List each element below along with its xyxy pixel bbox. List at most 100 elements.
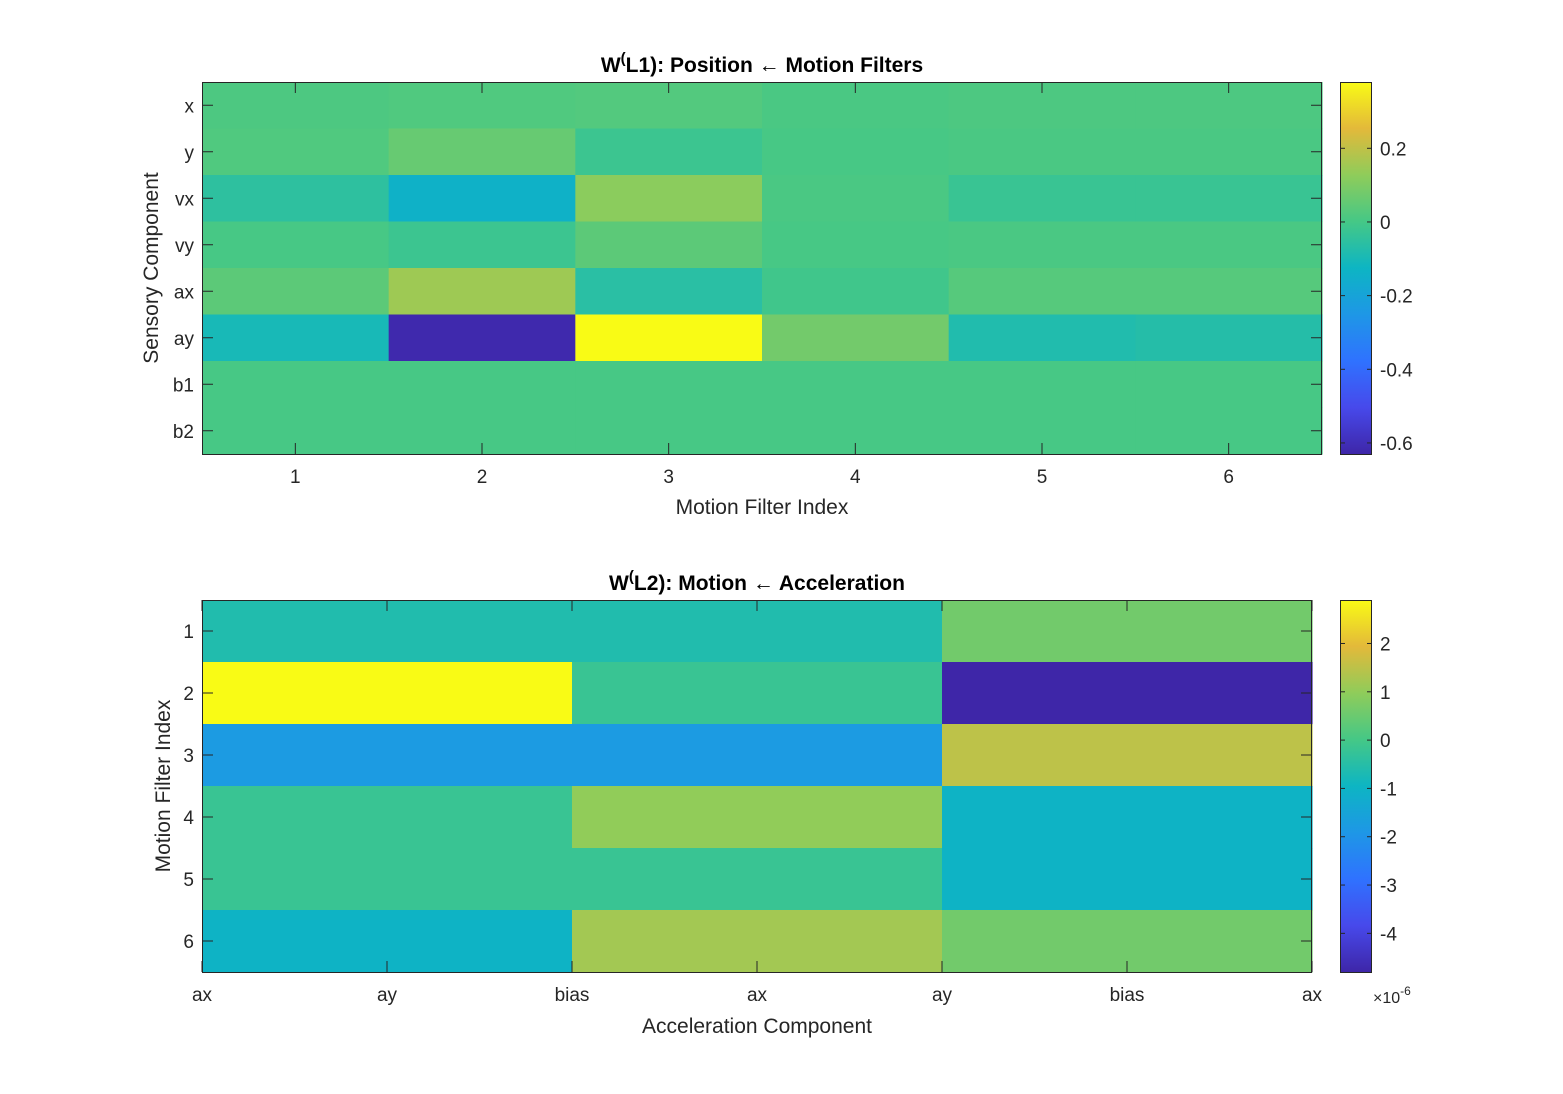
colorbar-2-tick-label: -2: [1380, 828, 1397, 849]
heatmap-1-cell-r3-c2: [388, 175, 576, 223]
heatmap-2: W(L2): Motion ← Acceleration ax ay bias ax a…: [152, 568, 1411, 1038]
heatmap-1-x-ticks: 1 2 3 4 5 6: [290, 82, 1234, 488]
heatmap-1-cell-r5-c2: [388, 268, 576, 316]
heatmap-2-cells: [202, 600, 1313, 973]
heatmap-1-cell-r6-c5: [948, 314, 1136, 362]
colorbar-1-tick-label: -0.6: [1380, 434, 1413, 455]
heatmap-1-ytick-label: b1: [173, 375, 194, 396]
heatmap-1-cell-r3-c3: [575, 175, 763, 223]
heatmap-1-cell-r6-c2: [388, 314, 576, 362]
heatmap-2-cell-r3-c2: [572, 724, 943, 787]
colorbar-1-tick-label: 0: [1380, 213, 1391, 234]
heatmap-1-cell-r6-c4: [762, 314, 950, 362]
heatmap-1-cell-r5-c1: [202, 268, 390, 316]
heatmap-1-xtick-label: 4: [850, 467, 861, 488]
heatmap-1-cell-r4-c2: [388, 221, 576, 269]
heatmap-1-xtick-label: 3: [663, 467, 674, 488]
heatmap-2-ytick-label: 5: [183, 870, 194, 891]
colorbar-2-ticks: 2 1 0 -1 -2 -3 -4: [1340, 634, 1397, 945]
heatmap-2-cell-r2-c1: [202, 662, 573, 725]
heatmap-2-ytick-label: 2: [183, 684, 194, 705]
colorbar-2: 2 1 0 -1 -2 -3 -4 ×10-6: [1340, 600, 1411, 1007]
heatmap-1-cell-r7-c6: [1135, 361, 1323, 409]
heatmap-1-axes-box: [202, 82, 1322, 455]
heatmap-1-cell-r7-c1: [202, 361, 390, 409]
heatmap-1-cell-r5-c3: [575, 268, 763, 316]
heatmap-1-cell-r6-c1: [202, 314, 390, 362]
heatmap-2-cell-r3-c3: [942, 724, 1313, 787]
heatmap-2-cell-r4-c3: [942, 786, 1313, 849]
heatmap-2-xlabel: Acceleration Component: [642, 1015, 872, 1038]
colorbar-2-tick-label: 0: [1380, 731, 1391, 752]
heatmap-1-ylabel: Sensory Component: [140, 172, 163, 364]
heatmap-2-xtick-label: ax: [1302, 985, 1323, 1006]
heatmap-2-cell-r3-c1: [202, 724, 573, 787]
heatmap-2-cell-r5-c1: [202, 848, 573, 911]
heatmap-1-cell-r7-c5: [948, 361, 1136, 409]
heatmap-1-y-ticks: x y vx vy ax ay b1 b2: [173, 96, 1322, 443]
colorbar-1-gradient: [1340, 82, 1372, 454]
heatmap-1-cell-r6-c6: [1135, 314, 1323, 362]
heatmap-2-ylabel: Motion Filter Index: [152, 699, 175, 872]
heatmap-1-cell-r4-c5: [948, 221, 1136, 269]
heatmap-1-cell-r2-c4: [762, 128, 950, 176]
heatmap-2-xtick-label: ax: [192, 985, 213, 1006]
heatmap-1-ytick-label: y: [185, 143, 195, 164]
heatmap-1-cell-r3-c5: [948, 175, 1136, 223]
colorbar-1-tick-label: -0.2: [1380, 287, 1413, 308]
colorbar-2-tick-label: 1: [1380, 683, 1391, 704]
heatmap-2-cell-r5-c3: [942, 848, 1313, 911]
heatmap-1-xtick-label: 6: [1223, 467, 1234, 488]
colorbar-1-ticks: 0.2 0 -0.2 -0.4 -0.6: [1340, 139, 1413, 455]
heatmap-2-xtick-label: bias: [1110, 985, 1145, 1006]
heatmap-2-ytick-label: 6: [183, 932, 194, 953]
colorbar-2-tick-label: -4: [1380, 924, 1397, 945]
heatmap-1-cell-r3-c1: [202, 175, 390, 223]
colorbar-1-frame: [1340, 82, 1372, 455]
heatmap-1-cell-r5-c4: [762, 268, 950, 316]
heatmap-1-ytick-label: b2: [173, 422, 194, 443]
heatmap-2-xtick-label: ax: [747, 985, 768, 1006]
heatmap-1-xlabel: Motion Filter Index: [676, 496, 849, 519]
heatmap-1-cell-r2-c5: [948, 128, 1136, 176]
colorbar-2-exponent: ×10-6: [1373, 984, 1411, 1007]
heatmap-1-cell-r6-c3: [575, 314, 763, 362]
heatmap-2-cell-r4-c1: [202, 786, 573, 849]
heatmap-1-cell-r3-c4: [762, 175, 950, 223]
heatmap-1-ytick-label: ay: [174, 329, 195, 350]
heatmap-2-y-ticks: 1 2 3 4 5 6: [183, 622, 1312, 953]
heatmap-1-cell-r2-c1: [202, 128, 390, 176]
colorbar-2-gradient: [1340, 600, 1372, 972]
heatmap-2-cell-r4-c2: [572, 786, 943, 849]
heatmap-2-xtick-label: ay: [377, 985, 398, 1006]
heatmap-1-title: W(L1): Position ← Motion Filters: [601, 50, 923, 77]
heatmap-1-cell-r7-c4: [762, 361, 950, 409]
heatmap-1-cell-r7-c3: [575, 361, 763, 409]
heatmap-2-cell-r2-c3: [942, 662, 1313, 725]
heatmap-1-cell-r4-c4: [762, 221, 950, 269]
heatmap-1-xtick-label: 2: [477, 467, 488, 488]
heatmap-1-cell-r7-c2: [388, 361, 576, 409]
heatmap-1-cell-r3-c6: [1135, 175, 1323, 223]
heatmap-1-ytick-label: vy: [175, 236, 195, 257]
heatmap-1-cell-r5-c5: [948, 268, 1136, 316]
heatmap-1-cell-r2-c6: [1135, 128, 1323, 176]
colorbar-2-tick-label: 2: [1380, 634, 1391, 655]
heatmap-2-ytick-label: 1: [183, 622, 194, 643]
heatmap-1-cell-r2-c3: [575, 128, 763, 176]
heatmap-2-xtick-label: ay: [932, 985, 953, 1006]
heatmap-1-cell-r4-c6: [1135, 221, 1323, 269]
colorbar-2-frame: [1340, 600, 1372, 973]
colorbar-1-tick-label: 0.2: [1380, 139, 1406, 160]
heatmap-2-cell-r5-c2: [572, 848, 943, 911]
heatmap-2-ytick-label: 3: [183, 746, 194, 767]
heatmap-2-cell-r2-c2: [572, 662, 943, 725]
heatmap-1-xtick-label: 1: [290, 467, 301, 488]
heatmap-1-xtick-label: 5: [1037, 467, 1048, 488]
heatmap-1-cell-r4-c3: [575, 221, 763, 269]
heatmap-1-cells: [202, 82, 1323, 455]
heatmap-1-ytick-label: x: [185, 96, 195, 117]
heatmap-1-ytick-label: vx: [175, 189, 195, 210]
heatmap-2-title: W(L2): Motion ← Acceleration: [609, 568, 905, 595]
